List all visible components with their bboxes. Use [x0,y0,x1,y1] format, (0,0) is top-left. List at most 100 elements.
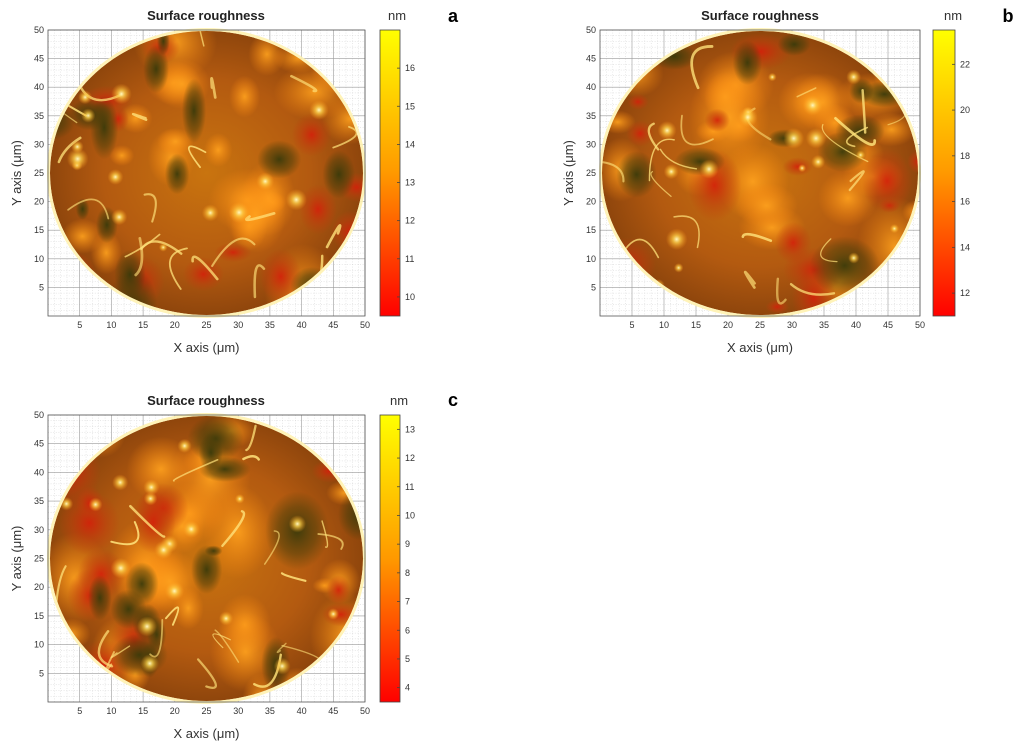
y-axis-label: Y axis (μm) [9,526,24,592]
peak-highlight [657,121,677,140]
ridge-highlight [164,606,180,626]
surface-map [602,31,918,315]
x-axis-label: X axis (μm) [174,726,240,741]
colorbar [379,29,401,317]
x-tick-label: 5 [629,320,634,330]
x-tick-label: 10 [106,706,116,716]
x-tick-label: 5 [77,706,82,716]
peak-highlight [327,608,340,620]
colorbar-tick-label: 6 [405,625,410,635]
ridge-highlight [276,642,287,654]
y-tick-label: 50 [586,25,596,35]
peak-highlight [177,438,192,454]
panel-c: 5 10 15 20 25 30 35 40 45 505101520253035404550Su… [9,390,458,741]
ridge-highlight [191,255,219,281]
plot-title: Surface roughness [701,8,819,23]
ridge-highlight [212,633,231,649]
ridge-highlight [169,247,188,290]
y-tick-label: 40 [34,82,44,92]
panel-letter: a [448,6,459,26]
y-tick-label: 45 [586,54,596,64]
ridge-highlight [195,31,205,47]
x-tick-label: 5 [77,320,82,330]
plot-frame [47,414,366,703]
orange-region [203,484,273,579]
low-region [291,113,332,157]
peak-highlight [218,611,234,626]
peak-highlight [158,243,168,252]
colorbar-tick-label: 14 [405,139,415,149]
ridge-highlight [789,282,836,296]
peak-highlight [699,159,719,179]
ridge-highlight [321,520,329,548]
colorbar-tick-label: 14 [960,242,970,252]
x-tick-label: 40 [851,320,861,330]
peak-highlight [136,616,158,637]
ridge-highlight [648,138,675,182]
valley-region [164,153,190,195]
ridge-highlight [332,125,358,149]
ridge-highlight [650,171,672,197]
ridge-highlight [820,238,838,263]
peak-highlight [112,474,129,491]
valley-region [114,249,146,300]
ridge-highlight [97,630,114,668]
valley-region [143,44,170,94]
x-tick-label: 30 [233,320,243,330]
colorbar-tick-label: 11 [405,482,414,492]
ridge-highlight [290,74,318,93]
x-tick-label: 10 [106,320,116,330]
x-tick-label: 15 [691,320,701,330]
peak-highlight [889,223,900,234]
orange-region [90,231,122,275]
valley-region [198,456,251,482]
colorbar-tick-label: 5 [405,654,410,664]
x-tick-label: 30 [787,320,797,330]
colorbar-tick-label: 13 [405,424,415,434]
colorbar-tick-label: 13 [405,178,415,188]
colorbar-unit-label: nm [944,8,962,23]
panel-letter: c [448,390,458,410]
colorbar-tick-label: 4 [405,683,410,693]
peak-highlight [256,172,275,191]
peak-highlight [143,491,158,506]
y-tick-label: 35 [34,111,44,121]
valley-region [181,78,207,143]
colorbar-tick-label: 15 [405,101,415,111]
y-tick-label: 25 [586,168,596,178]
colorbar-tick-label: 12 [960,288,970,298]
peak-highlight [81,108,96,123]
low-region [861,148,913,214]
ridge-highlight [741,232,773,243]
x-tick-label: 20 [170,320,180,330]
ridge-highlight [834,116,877,146]
x-tick-label: 45 [328,706,338,716]
y-tick-label: 30 [34,525,44,535]
y-tick-label: 40 [34,467,44,477]
ridge-highlight [245,424,257,452]
ridge-highlight [57,136,82,164]
y-tick-label: 5 [39,668,44,678]
ridge-highlight [680,114,714,146]
panel-b: 5 10 15 20 25 30 35 40 45 50 5 10 15 20 25 30 35 40 45 50 Su… [561,6,1014,355]
peak-highlight [309,100,329,120]
y-tick-label: 20 [34,197,44,207]
colorbar-tick-label: 12 [405,453,415,463]
y-tick-label: 50 [34,25,44,35]
peak-highlight [737,107,758,128]
ridge-highlight [129,504,166,538]
ridge-highlight [221,510,246,548]
valley-region [190,545,223,595]
plot-title: Surface roughness [147,8,265,23]
x-tick-label: 50 [360,706,370,716]
ridge-highlight [143,193,157,223]
x-tick-label: 15 [138,706,148,716]
peak-highlight [805,127,827,149]
low-region [626,120,655,147]
peak-highlight [285,188,308,211]
orange-region [109,144,135,166]
orange-region [203,132,233,168]
y-tick-label: 5 [591,282,596,292]
low-region [627,93,649,110]
low-region [782,157,813,176]
